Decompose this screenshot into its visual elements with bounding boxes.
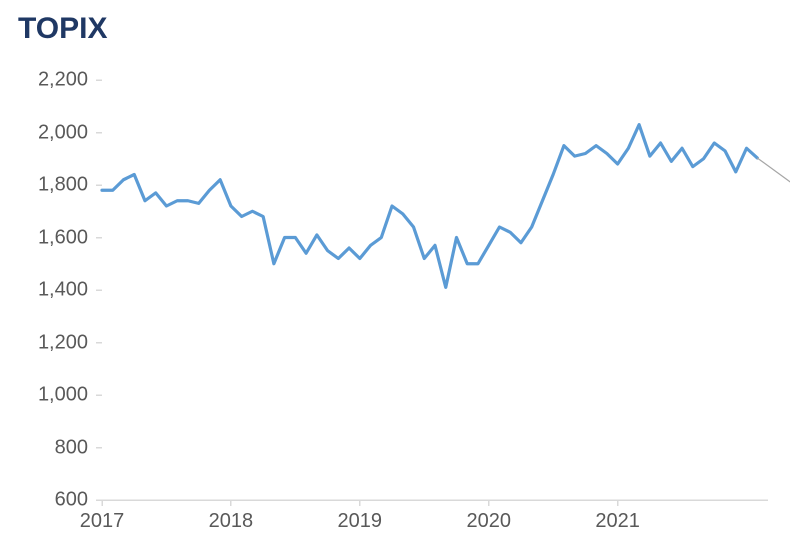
- x-tick-label: 2018: [209, 510, 254, 533]
- x-tick-label: 2019: [338, 510, 383, 533]
- plot-area: [102, 80, 768, 500]
- chart-svg: [102, 80, 768, 500]
- chart-container: TOPIX 600 800 1,000 1,200 1,400 1,600 1,800 2,0…: [0, 0, 790, 555]
- y-tick-label: 600: [0, 489, 88, 512]
- y-tick-label: 2,200: [0, 69, 88, 92]
- y-tick-label: 800: [0, 436, 88, 459]
- x-tick-label: 2020: [466, 510, 511, 533]
- y-tick-label: 1,800: [0, 174, 88, 197]
- y-tick-label: 2,000: [0, 121, 88, 144]
- series-line: [102, 125, 757, 288]
- chart-title: TOPIX: [18, 12, 107, 46]
- y-tick-label: 1,400: [0, 279, 88, 302]
- y-tick-label: 1,000: [0, 384, 88, 407]
- y-tick-label: 1,600: [0, 226, 88, 249]
- x-tick-label: 2017: [80, 510, 125, 533]
- y-tick-label: 1,200: [0, 331, 88, 354]
- x-tick-label: 2021: [595, 510, 640, 533]
- leader-line: [757, 158, 790, 190]
